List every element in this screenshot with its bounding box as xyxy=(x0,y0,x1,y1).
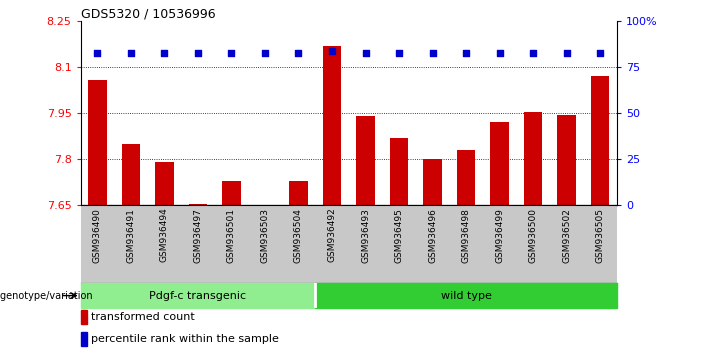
Text: GSM936499: GSM936499 xyxy=(495,208,504,263)
Bar xyxy=(290,181,308,205)
Text: GSM936502: GSM936502 xyxy=(562,208,571,263)
Bar xyxy=(591,76,609,205)
Text: GSM936495: GSM936495 xyxy=(395,208,404,263)
Bar xyxy=(122,144,140,205)
Bar xyxy=(256,205,274,207)
Bar xyxy=(423,159,442,205)
Text: GSM936492: GSM936492 xyxy=(327,208,336,262)
Text: percentile rank within the sample: percentile rank within the sample xyxy=(91,334,279,344)
Text: wild type: wild type xyxy=(441,291,491,301)
Point xyxy=(494,50,505,55)
Bar xyxy=(356,116,375,205)
Bar xyxy=(315,283,617,308)
Bar xyxy=(189,204,207,205)
Text: GSM936496: GSM936496 xyxy=(428,208,437,263)
Point xyxy=(327,48,338,53)
Point xyxy=(259,50,271,55)
Text: GSM936498: GSM936498 xyxy=(461,208,470,263)
Text: genotype/variation: genotype/variation xyxy=(0,291,96,301)
Text: transformed count: transformed count xyxy=(91,312,195,322)
Point xyxy=(427,50,438,55)
Point xyxy=(360,50,371,55)
Text: GSM936505: GSM936505 xyxy=(596,208,605,263)
Bar xyxy=(491,122,509,205)
Bar xyxy=(457,150,475,205)
Bar xyxy=(390,138,408,205)
Point xyxy=(527,50,538,55)
Bar xyxy=(81,332,88,346)
Bar xyxy=(81,283,315,308)
Bar xyxy=(557,115,576,205)
Point xyxy=(561,50,572,55)
Text: Pdgf-c transgenic: Pdgf-c transgenic xyxy=(149,291,247,301)
Text: GSM936490: GSM936490 xyxy=(93,208,102,263)
Bar xyxy=(155,162,174,205)
Bar xyxy=(81,310,88,324)
Bar xyxy=(524,112,543,205)
Text: GSM936491: GSM936491 xyxy=(126,208,135,263)
Point xyxy=(594,50,606,55)
Point xyxy=(159,50,170,55)
Point xyxy=(393,50,404,55)
Text: GSM936497: GSM936497 xyxy=(193,208,203,263)
Point xyxy=(192,50,203,55)
Text: GSM936504: GSM936504 xyxy=(294,208,303,263)
Text: GSM936500: GSM936500 xyxy=(529,208,538,263)
Point xyxy=(226,50,237,55)
Point xyxy=(125,50,137,55)
Bar xyxy=(88,80,107,205)
Point xyxy=(293,50,304,55)
Text: GSM936493: GSM936493 xyxy=(361,208,370,263)
Text: GSM936494: GSM936494 xyxy=(160,208,169,262)
Point xyxy=(92,50,103,55)
Text: GSM936501: GSM936501 xyxy=(227,208,236,263)
Bar xyxy=(322,46,341,205)
Point xyxy=(461,50,472,55)
Bar xyxy=(222,181,240,205)
Text: GSM936503: GSM936503 xyxy=(261,208,269,263)
Text: GDS5320 / 10536996: GDS5320 / 10536996 xyxy=(81,7,215,20)
